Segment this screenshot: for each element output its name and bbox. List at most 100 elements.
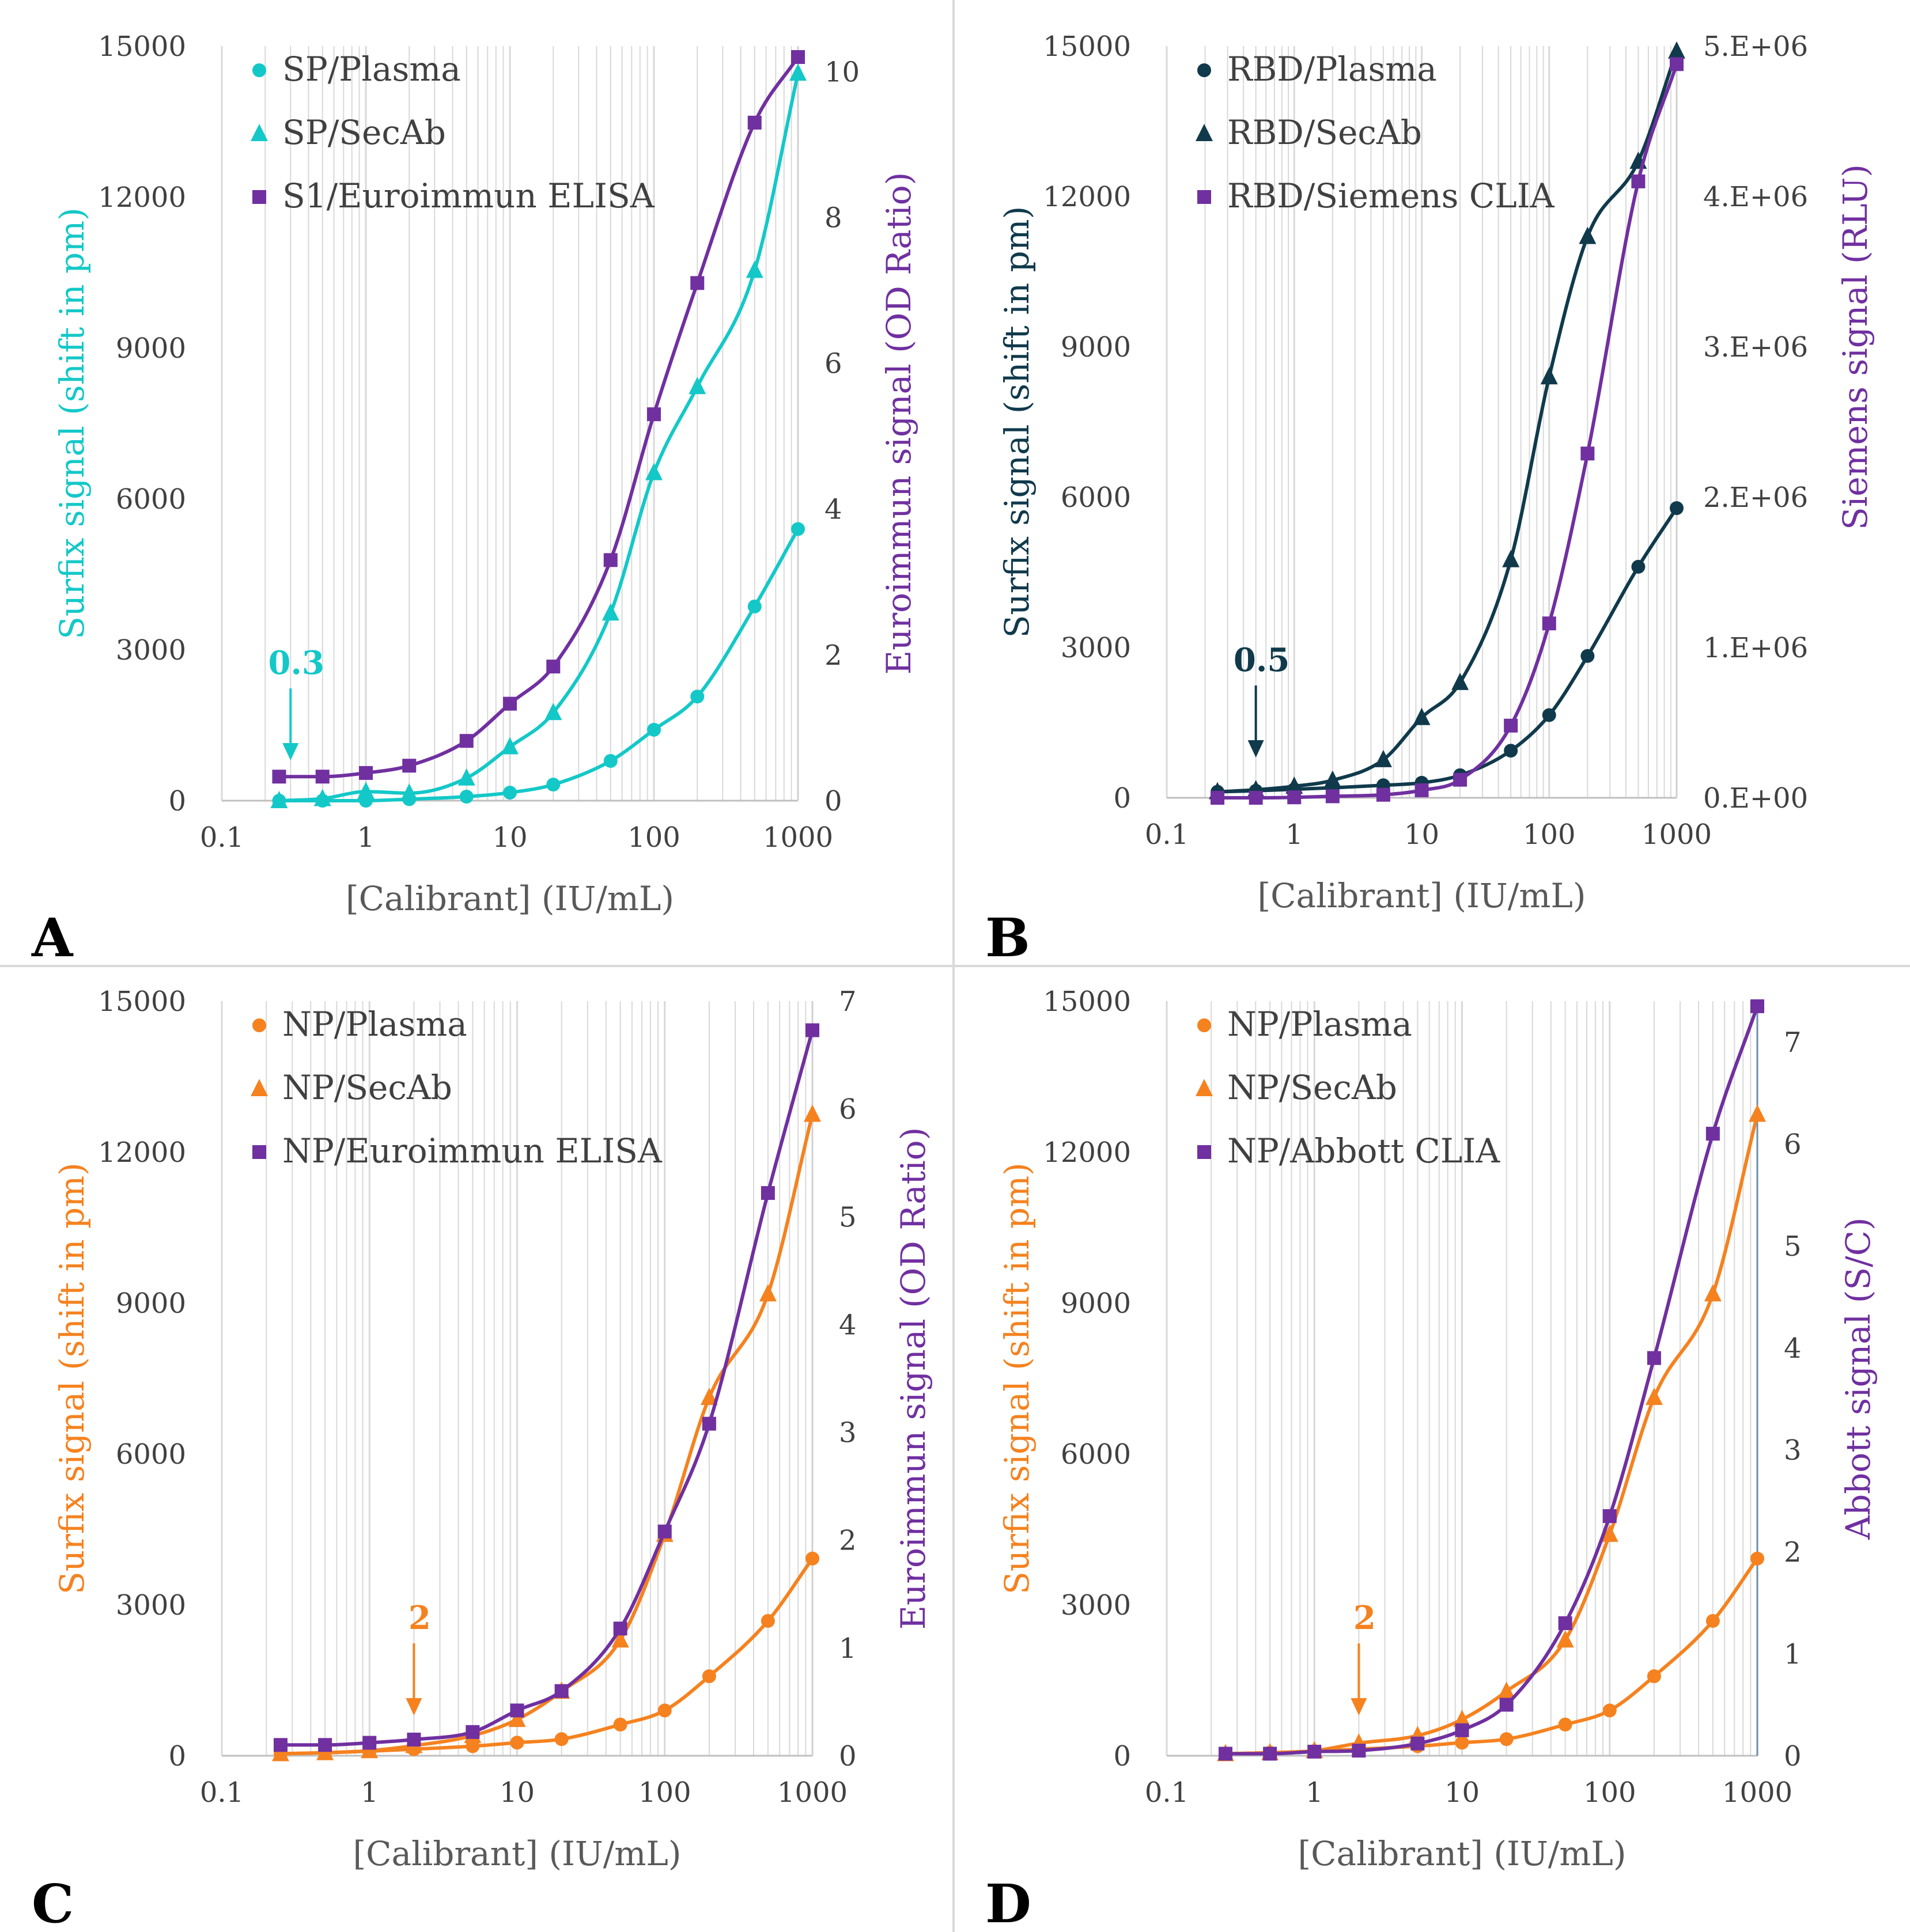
- data-point-square: [407, 1732, 421, 1747]
- y-right-tick-label: 3: [839, 1417, 857, 1449]
- data-point-circle: [657, 1703, 672, 1718]
- x-tick-label: 0.1: [200, 1776, 244, 1809]
- y-left-tick-label: 6000: [116, 483, 186, 516]
- y-left-tick-label: 15000: [1043, 986, 1131, 1018]
- x-tick-label: 10: [500, 1776, 535, 1809]
- y-left-axis-title: Surfix signal (shift in pm): [997, 206, 1037, 638]
- data-point-triangle: [1374, 749, 1392, 767]
- x-axis-title: [Calibrant] (IU/mL): [1298, 1834, 1627, 1873]
- panel-c: 0.1 1 10 100 1000 0 3000 6000 9000 12000 15000 0 1 2 3…: [32, 986, 933, 1932]
- data-point-triangle: [1451, 672, 1469, 690]
- x-tick-label: 0.1: [200, 821, 244, 854]
- fit-curve-triangle: [279, 73, 800, 802]
- x-tick-label: 0.1: [1145, 1776, 1189, 1809]
- y-left-tick-label: 3000: [1061, 632, 1131, 664]
- data-point-triangle: [689, 377, 706, 395]
- data-point-square: [1287, 790, 1302, 805]
- data-point-square: [554, 1684, 569, 1698]
- x-tick-label: 1: [361, 1776, 379, 1809]
- y-left-tick-label: 6000: [1061, 482, 1131, 514]
- lod-annotation-label: 2: [409, 1599, 431, 1637]
- data-point-triangle: [804, 1104, 821, 1122]
- y-right-tick-label: 6: [839, 1093, 857, 1126]
- data-point-triangle: [400, 783, 418, 801]
- data-point-square: [1249, 791, 1263, 805]
- data-point-circle: [1705, 1613, 1720, 1628]
- y-left-tick-label: 3000: [116, 634, 186, 666]
- x-axis-title: [Calibrant] (IU/mL): [353, 1834, 682, 1873]
- legend-marker-circle: [252, 63, 266, 77]
- y-right-tick-label: 5.E+06: [1703, 31, 1808, 63]
- data-point-square: [510, 1703, 524, 1718]
- data-point-square: [761, 1186, 775, 1200]
- data-point-circle: [459, 790, 474, 804]
- data-point-circle: [702, 1669, 716, 1684]
- gridlines: [221, 1001, 814, 1756]
- y-right-axis-title: Euroimmun signal (OD Ratio): [879, 172, 918, 675]
- data-point-circle: [1631, 559, 1646, 574]
- data-point-circle: [1558, 1717, 1572, 1732]
- data-point-square: [1352, 1744, 1366, 1758]
- y-left-tick-label: 3000: [116, 1589, 186, 1622]
- x-tick-label: 100: [1583, 1776, 1636, 1809]
- data-point-square: [1218, 1747, 1232, 1761]
- data-point-triangle: [457, 768, 475, 786]
- legend-label: RBD/Plasma: [1227, 50, 1437, 89]
- x-tick-label: 1: [1285, 819, 1303, 851]
- legend-marker-circle: [1197, 63, 1211, 77]
- data-point-square: [805, 1023, 819, 1037]
- data-point-circle: [1750, 1551, 1764, 1566]
- y-left-axis-title: Surfix signal (shift in pm): [52, 207, 92, 639]
- fit-curve-square: [279, 56, 800, 779]
- data-point-triangle: [602, 603, 619, 621]
- data-point-circle: [1499, 1732, 1514, 1747]
- data-point-square: [1558, 1616, 1572, 1630]
- data-point-square: [362, 1736, 377, 1750]
- data-point-square: [1670, 57, 1684, 71]
- lod-annotation-label: 0.5: [1234, 641, 1289, 679]
- data-point-square: [1410, 1736, 1425, 1751]
- y-left-tick-label: 15000: [98, 986, 186, 1018]
- data-point-circle: [1542, 708, 1556, 722]
- legend-marker-circle: [1197, 1018, 1211, 1032]
- legend-label: S1/Euroimmun ELISA: [282, 176, 655, 215]
- data-point-square: [272, 770, 286, 784]
- y-right-tick-label: 3.E+06: [1703, 331, 1808, 363]
- panel-letter: D: [985, 1873, 1031, 1932]
- fit-curve-square: [281, 1029, 814, 1747]
- y-right-tick-label: 4: [824, 494, 842, 526]
- y-left-tick-label: 12000: [1043, 181, 1131, 213]
- data-point-triangle: [789, 63, 807, 81]
- data-point-triangle: [1323, 770, 1341, 788]
- data-point-square: [613, 1622, 627, 1636]
- data-point-square: [402, 759, 417, 773]
- data-point-square: [1542, 616, 1556, 631]
- gridlines: [221, 46, 799, 801]
- y-right-tick-label: 4: [839, 1309, 857, 1341]
- y-right-tick-label: 1: [839, 1632, 857, 1665]
- lod-annotation-label: 2: [1353, 1599, 1376, 1637]
- data-point-square: [702, 1416, 716, 1431]
- data-point-triangle: [270, 791, 288, 808]
- data-point-circle: [510, 1736, 524, 1750]
- data-point-square: [273, 1738, 288, 1752]
- data-point-triangle: [1413, 707, 1431, 725]
- data-point-triangle: [357, 782, 375, 800]
- data-point-square: [647, 407, 661, 422]
- data-point-circle: [1602, 1703, 1617, 1718]
- legend-marker-circle: [252, 1018, 266, 1032]
- lod-arrow-head: [282, 743, 299, 760]
- x-tick-label: 1: [1306, 1776, 1323, 1809]
- y-right-tick-label: 6: [1784, 1128, 1802, 1161]
- data-point-circle: [603, 754, 618, 768]
- data-point-square: [690, 276, 705, 290]
- legend-label: RBD/SecAb: [1227, 113, 1422, 152]
- y-left-tick-label: 6000: [116, 1438, 186, 1471]
- legend-marker-square: [252, 1145, 266, 1159]
- legend-marker-square: [252, 190, 266, 204]
- y-left-tick-label: 9000: [1061, 1287, 1131, 1320]
- y-right-tick-label: 8: [824, 202, 842, 234]
- x-tick-label: 1000: [1722, 1776, 1792, 1809]
- data-point-triangle: [700, 1388, 718, 1406]
